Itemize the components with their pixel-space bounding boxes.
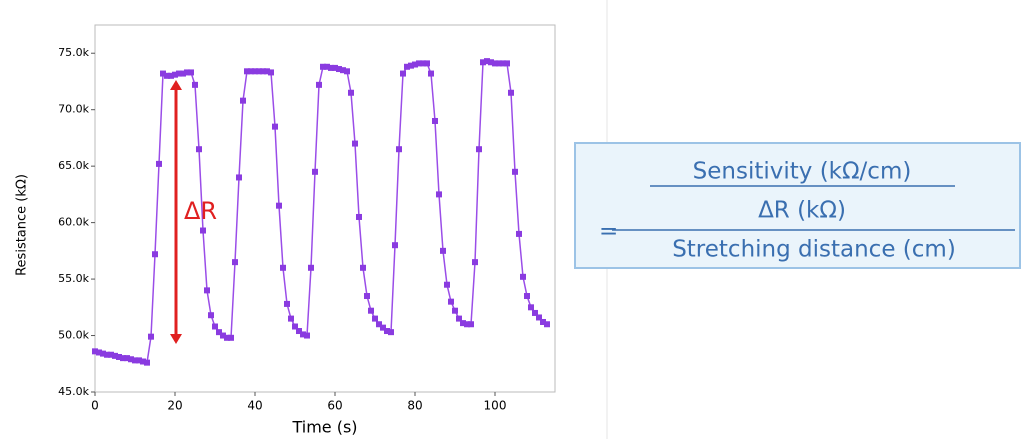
data-point xyxy=(528,304,534,310)
y-tick-label: 65.0k xyxy=(58,159,89,172)
data-point xyxy=(212,324,218,330)
data-point xyxy=(348,90,354,96)
data-point xyxy=(360,265,366,271)
data-point xyxy=(356,214,362,220)
data-point xyxy=(392,242,398,248)
data-point xyxy=(468,321,474,327)
data-point xyxy=(192,82,198,88)
x-tick-label: 60 xyxy=(327,399,342,413)
data-line xyxy=(95,61,547,363)
data-point xyxy=(388,329,394,335)
data-point xyxy=(424,60,430,66)
page: = Sensitivity (kΩ/cm) ΔR (kΩ) Stretching… xyxy=(0,0,1022,439)
data-point xyxy=(232,259,238,265)
data-point xyxy=(144,360,150,366)
y-tick-label: 70.0k xyxy=(58,103,89,116)
arrow-head xyxy=(170,80,182,90)
data-point xyxy=(520,274,526,280)
data-point xyxy=(452,308,458,314)
data-point xyxy=(436,191,442,197)
data-point xyxy=(428,71,434,77)
data-point xyxy=(440,248,446,254)
formula-numerator: ΔR (kΩ) xyxy=(758,198,846,224)
x-tick-label: 20 xyxy=(167,399,182,413)
data-point xyxy=(304,333,310,339)
data-point xyxy=(364,293,370,299)
data-point xyxy=(152,251,158,257)
x-tick-label: 40 xyxy=(247,399,262,413)
data-point xyxy=(156,161,162,167)
data-point xyxy=(196,146,202,152)
data-point xyxy=(472,259,478,265)
data-point xyxy=(188,69,194,75)
data-point xyxy=(396,146,402,152)
arrow-head xyxy=(170,334,182,344)
data-point xyxy=(508,90,514,96)
data-point xyxy=(516,231,522,237)
x-tick-label: 80 xyxy=(407,399,422,413)
data-point xyxy=(276,203,282,209)
data-point xyxy=(444,282,450,288)
data-point xyxy=(200,228,206,234)
y-axis-label: Resistance (kΩ) xyxy=(15,174,30,276)
x-tick-label: 0 xyxy=(91,399,99,413)
data-point xyxy=(312,169,318,175)
data-point xyxy=(368,308,374,314)
data-point xyxy=(476,146,482,152)
y-tick-label: 60.0k xyxy=(58,216,89,229)
data-point xyxy=(268,69,274,75)
x-tick-label: 100 xyxy=(484,399,507,413)
data-point xyxy=(308,265,314,271)
data-point xyxy=(204,287,210,293)
data-point xyxy=(236,174,242,180)
data-point xyxy=(288,316,294,322)
data-point xyxy=(240,98,246,104)
data-point xyxy=(284,301,290,307)
data-point xyxy=(432,118,438,124)
data-point xyxy=(316,82,322,88)
data-point xyxy=(524,293,530,299)
data-point xyxy=(344,68,350,74)
formula-title: Sensitivity (kΩ/cm) xyxy=(693,159,912,185)
data-point xyxy=(280,265,286,271)
data-point xyxy=(504,60,510,66)
chart: = Sensitivity (kΩ/cm) ΔR (kΩ) Stretching… xyxy=(0,0,1022,439)
plot-frame xyxy=(95,25,555,392)
data-point xyxy=(228,335,234,341)
data-point xyxy=(272,124,278,130)
formula-denominator: Stretching distance (cm) xyxy=(672,237,956,263)
y-tick-label: 50.0k xyxy=(58,329,89,342)
y-tick-label: 75.0k xyxy=(58,46,89,59)
y-tick-label: 45.0k xyxy=(58,385,89,398)
data-point xyxy=(544,321,550,327)
x-axis-label: Time (s) xyxy=(291,418,357,437)
annotation: ΔR xyxy=(184,197,217,225)
data-point xyxy=(400,71,406,77)
data-point xyxy=(512,169,518,175)
equals: = xyxy=(599,219,618,245)
data-point xyxy=(448,299,454,305)
data-point xyxy=(372,316,378,322)
data-point xyxy=(148,334,154,340)
y-tick-label: 55.0k xyxy=(58,272,89,285)
data-point xyxy=(208,312,214,318)
data-point xyxy=(352,141,358,147)
